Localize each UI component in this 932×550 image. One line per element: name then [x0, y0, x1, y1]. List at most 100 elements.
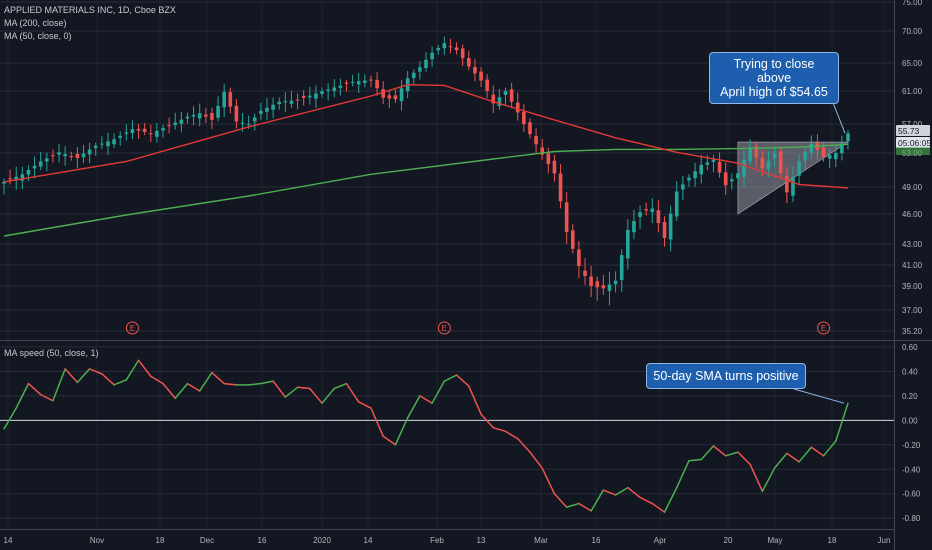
candle [846, 129, 850, 150]
candle-body [772, 153, 777, 159]
candle [509, 82, 514, 109]
ma-speed-segment [125, 359, 140, 381]
speed-tick-label: 0.20 [902, 392, 918, 401]
ma-speed-segment [724, 451, 739, 457]
time-tick-label: 16 [592, 536, 601, 545]
candle-body [106, 141, 110, 147]
candle [583, 258, 587, 285]
candle [100, 136, 104, 150]
candle-body [803, 151, 807, 161]
ma-speed-segment [688, 458, 702, 462]
ma-speed-segment [406, 395, 421, 419]
candle [485, 74, 489, 99]
candle-body [424, 59, 428, 68]
candle [106, 132, 110, 156]
time-tick-label: 13 [477, 536, 486, 545]
candle [570, 224, 575, 254]
candle-body [607, 284, 612, 291]
candle-body [155, 130, 159, 137]
candle [87, 142, 92, 164]
candle [393, 89, 398, 103]
candle [766, 151, 771, 178]
candle-body [210, 113, 214, 120]
candle [332, 79, 337, 98]
candle [369, 75, 373, 88]
candle [277, 97, 282, 110]
indicator-callout-connector [793, 388, 845, 404]
candle [613, 271, 618, 293]
candle-body [387, 95, 392, 99]
candle-body [540, 147, 545, 155]
candle-body [2, 181, 6, 184]
candle [326, 83, 330, 101]
candle [271, 97, 275, 119]
candle [45, 152, 49, 172]
candle-body [161, 128, 165, 131]
candle [38, 151, 43, 171]
earnings-marker-label: E [821, 324, 826, 333]
candle [69, 151, 74, 161]
candle [222, 83, 226, 117]
ma-speed-segment [431, 380, 446, 404]
candle [540, 138, 545, 160]
ma-speed-segment [150, 375, 164, 385]
candle [644, 202, 648, 216]
candle-body [785, 175, 789, 193]
earnings-marker: E [437, 321, 451, 335]
ma-speed-segment [529, 451, 543, 469]
candle [185, 112, 190, 124]
candle-body [93, 145, 98, 148]
candle [436, 45, 441, 55]
ma-speed-segment [443, 374, 458, 382]
ma-speed-segment [504, 430, 519, 440]
candle-body [57, 152, 61, 155]
candle [399, 80, 404, 111]
candle-body [399, 88, 404, 102]
candle-body [723, 172, 728, 186]
candle-body [595, 281, 600, 288]
candle-body [491, 94, 496, 104]
earnings-marker-circle [125, 321, 139, 335]
candle-body [503, 91, 508, 95]
candle [387, 89, 392, 109]
candle [289, 90, 294, 109]
ma-speed-segment [15, 382, 30, 409]
candle [350, 74, 355, 87]
candle-body [14, 176, 19, 181]
ma-speed-segment [27, 382, 42, 396]
ma200-axis-tag [896, 147, 930, 155]
ma-speed-segment [516, 437, 531, 453]
candle-body [228, 92, 233, 107]
candle [8, 169, 12, 185]
candle-body [51, 155, 55, 157]
ma-speed-segment [565, 502, 580, 508]
candle [234, 98, 239, 129]
candle-body [430, 52, 434, 60]
candle-body [668, 213, 673, 240]
candle [681, 176, 685, 201]
ma-speed-segment [480, 413, 495, 429]
candle-body [613, 280, 618, 285]
candle-body [754, 146, 759, 158]
candle-body [112, 139, 116, 145]
price-tick-label: 39.00 [902, 282, 923, 291]
candle [216, 96, 220, 122]
indicator-callout-text: 50-day SMA turns positive [653, 369, 799, 383]
candle-body [81, 153, 86, 158]
ma50-legend: MA (50, close, 0) [4, 31, 72, 41]
earnings-marker-label: E [130, 324, 135, 333]
earnings-marker: E [817, 321, 831, 335]
candle-body [473, 66, 477, 74]
candle-body [252, 117, 257, 122]
candle-body [711, 159, 716, 162]
candle-body [717, 161, 722, 173]
candle-body [619, 255, 624, 281]
candle-body [454, 47, 459, 51]
candle [729, 173, 734, 190]
candle-body [124, 132, 129, 134]
candle-body [69, 156, 74, 158]
candle [467, 50, 471, 71]
candle-body [100, 143, 104, 145]
candle [742, 150, 746, 187]
ma-speed-segment [321, 387, 336, 404]
